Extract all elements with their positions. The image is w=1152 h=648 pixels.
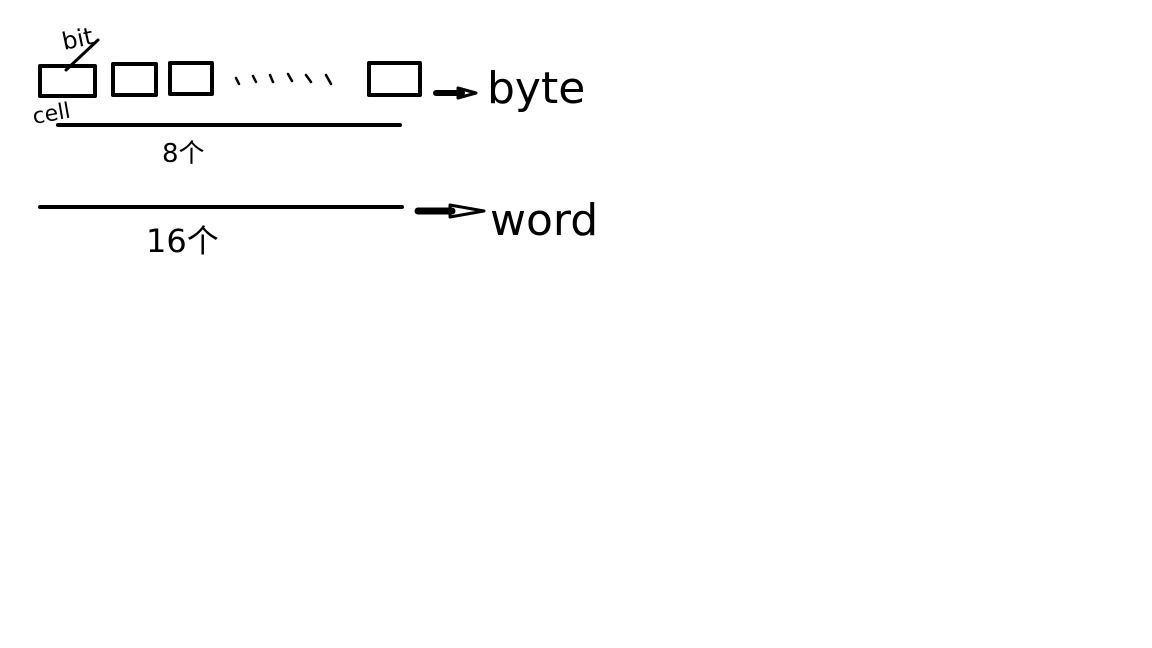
bit-cell-2 [111, 62, 158, 97]
word-row: word 16个 [38, 195, 598, 260]
bit-cell-3 [168, 61, 214, 96]
bit-label: bit [59, 22, 95, 56]
byte-label: byte [487, 63, 585, 114]
byte-arrow [433, 86, 478, 100]
ellipsis-marks [234, 72, 333, 86]
word-label: word [490, 195, 598, 246]
bit-pointer-line [64, 38, 100, 72]
bit-cell-1 [38, 64, 97, 98]
byte-row: bit cell byte 8个 [31, 22, 586, 169]
word-bit-count: 16个 [146, 222, 219, 260]
word-arrow [414, 203, 486, 219]
bit-cell-last [367, 61, 422, 97]
byte-bit-count: 8个 [162, 139, 205, 169]
